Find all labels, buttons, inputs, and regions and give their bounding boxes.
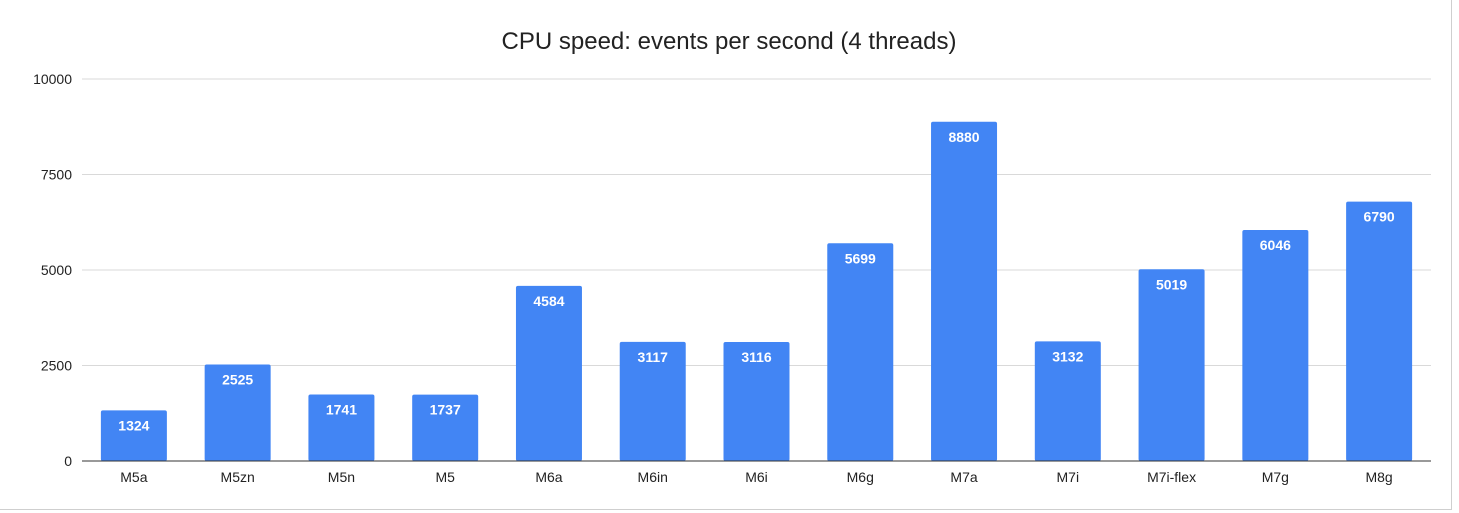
category-label: M7a (950, 469, 977, 485)
data-label: 5699 (845, 250, 876, 266)
bar (1242, 230, 1309, 461)
category-label: M8g (1365, 469, 1392, 485)
bar (619, 341, 686, 461)
bar (827, 243, 894, 461)
y-tick-label: 7500 (41, 167, 72, 183)
category-label: M5a (120, 469, 147, 485)
category-label: M6a (535, 469, 562, 485)
bar (1346, 201, 1413, 461)
category-label: M7i (1057, 469, 1080, 485)
gridlines (82, 78, 1431, 366)
y-tick-label: 0 (64, 453, 72, 469)
bar (204, 364, 271, 461)
bar (1034, 341, 1101, 461)
y-tick-label: 5000 (41, 262, 72, 278)
data-labels: 1324 2525 1741 1737 4584 3117 3116 5699 8880 3132… (118, 129, 1395, 434)
category-label: M7i-flex (1147, 469, 1196, 485)
chart-title: CPU speed: events per second (4 threads) (502, 28, 957, 55)
bar (931, 121, 998, 461)
data-label: 5019 (1156, 276, 1187, 292)
data-label: 2525 (222, 372, 253, 388)
category-label: M7g (1262, 469, 1289, 485)
category-label: M5 (435, 469, 455, 485)
data-label: 3117 (638, 349, 669, 365)
bar (515, 285, 582, 461)
data-label: 1737 (430, 402, 461, 418)
bar (723, 341, 790, 461)
data-label: 8880 (948, 129, 979, 145)
data-label: 1324 (118, 417, 149, 433)
category-label: M6in (638, 469, 668, 485)
bar (100, 410, 167, 461)
y-axis-tick-labels: 0 2500 5000 7500 10000 (33, 71, 72, 469)
bar (308, 394, 375, 461)
bar (1138, 269, 1205, 461)
y-tick-label: 2500 (41, 358, 72, 374)
data-label: 3116 (741, 349, 772, 365)
category-label: M6g (847, 469, 874, 485)
x-axis-category-labels: M5a M5zn M5n M5 M6a M6in M6i M6g M7a M7i M7i-flex M… (120, 469, 1392, 485)
bars (100, 121, 1413, 461)
data-label: 1741 (326, 401, 357, 417)
data-label: 6046 (1260, 237, 1291, 253)
data-label: 3132 (1052, 348, 1083, 364)
data-label: 4584 (533, 293, 564, 309)
category-label: M5zn (221, 469, 255, 485)
data-label: 6790 (1364, 209, 1395, 225)
category-label: M5n (328, 469, 355, 485)
category-label: M6i (745, 469, 768, 485)
bar (412, 394, 479, 461)
y-tick-label: 10000 (33, 71, 72, 87)
sheet-edge (1453, 0, 1459, 513)
